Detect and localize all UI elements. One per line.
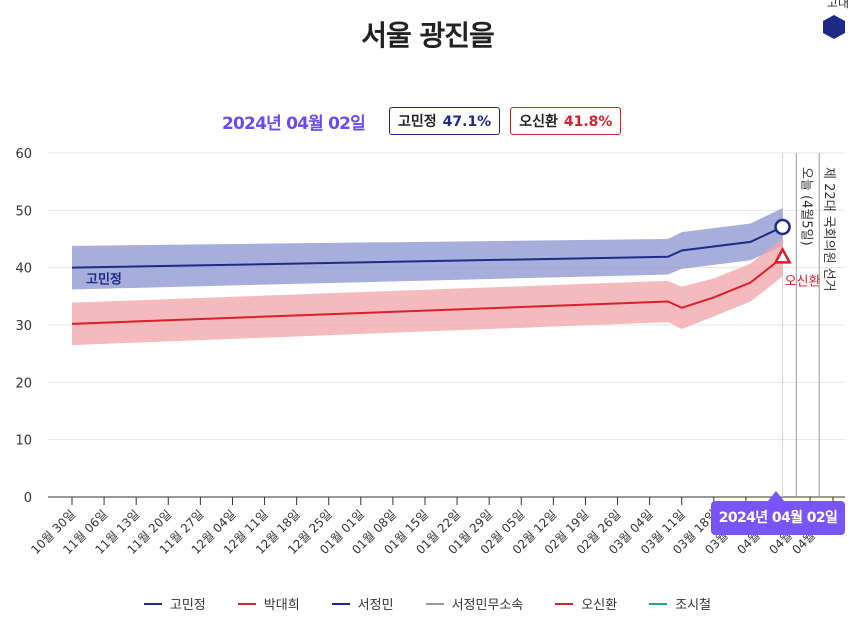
legend-item-gominjeong[interactable]: 고민정	[143, 594, 206, 613]
legend-swatch	[425, 602, 444, 605]
legend-pill-osinhwan: 오신환 41.8%	[510, 107, 622, 135]
y-tick-label: 20	[15, 376, 32, 391]
legend-pill-gominjeong: 고민정 47.1%	[389, 107, 501, 135]
series-label: 오신환	[785, 274, 821, 289]
legend-bottom: 고민정 박대희 서정민 서정민무소속 오신환 조시철	[0, 594, 855, 613]
legend-label: 조시철	[675, 598, 712, 613]
legend-pill-value: 47.1%	[442, 114, 492, 130]
series-line	[71, 256, 784, 325]
end-marker-triangle	[773, 246, 792, 264]
legend-pill-name: 오신환	[519, 114, 558, 130]
y-tick-label: 60	[15, 147, 32, 162]
y-tick-label: 30	[15, 319, 32, 334]
legend-item-josicheol[interactable]: 조시철	[649, 594, 711, 613]
legend-pill-value: 41.8%	[563, 114, 613, 130]
y-tick-label: 40	[15, 262, 32, 277]
legend-top: 2024년 04월 02일 고민정 47.1% 오신환 41.8%	[222, 106, 622, 136]
y-tick-label: 50	[15, 204, 32, 219]
confidence-band	[72, 238, 783, 346]
event-label: 제 22대 국회의원 선거	[821, 167, 836, 292]
series-label: 고민정	[86, 272, 122, 288]
legend-swatch	[143, 602, 162, 605]
legend-date: 2024년 04월 02일	[222, 113, 366, 134]
legend-label: 고민정	[169, 598, 206, 613]
legend-pill-name: 고민정	[398, 114, 437, 130]
legend-swatch	[331, 602, 350, 605]
legend-item-seojeongmin-independent[interactable]: 서정민무소속	[425, 594, 524, 613]
legend-item-parkdaehee[interactable]: 박대희	[237, 594, 300, 613]
legend-swatch	[237, 602, 256, 605]
legend-item-osinhwan[interactable]: 오신환	[555, 594, 617, 613]
legend-label: 서정민무소속	[451, 598, 524, 613]
event-label: 오늘 (4월5일)	[798, 167, 813, 246]
end-marker-circle	[774, 218, 791, 236]
hexagon-icon[interactable]	[822, 14, 846, 40]
legend-item-seojeongmin[interactable]: 서정민	[331, 594, 394, 613]
y-tick-label: 0	[24, 491, 32, 506]
y-tick-label: 10	[15, 434, 32, 449]
legend-swatch	[555, 602, 574, 605]
corner-label: 고대	[826, 0, 849, 10]
legend-label: 박대희	[263, 598, 300, 613]
confidence-band	[72, 208, 783, 290]
tooltip-arrow	[768, 491, 784, 501]
date-tooltip: 2024년 04월 02일	[711, 501, 845, 535]
chart-title: 서울 광진을	[361, 19, 495, 52]
legend-label: 서정민	[357, 598, 394, 613]
legend-swatch	[649, 602, 668, 605]
series-line	[71, 226, 783, 269]
legend-label: 오신환	[581, 598, 618, 613]
